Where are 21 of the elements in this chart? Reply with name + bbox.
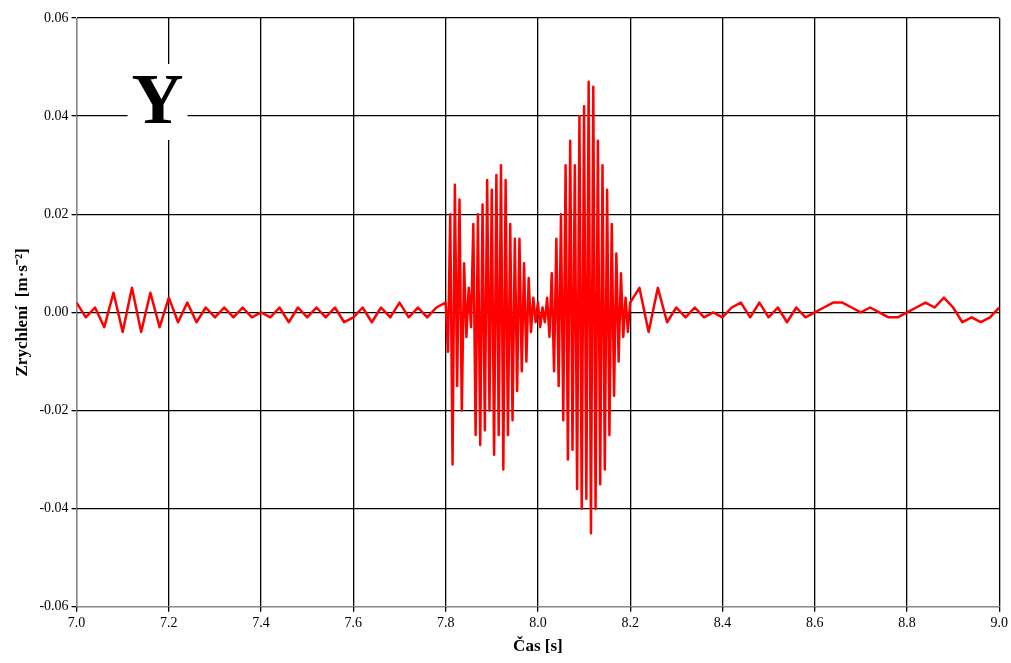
- x-tick-label: 7.8: [436, 614, 455, 630]
- x-tick-label: 8.4: [713, 614, 732, 630]
- y-tick-label: -0.02: [39, 402, 69, 418]
- x-tick-label: 7.2: [160, 614, 178, 630]
- x-tick-label: 7.6: [344, 614, 363, 630]
- x-tick-label: 8.8: [898, 614, 916, 630]
- y-tick-label: -0.04: [39, 500, 69, 516]
- x-axis-title: Čas [s]: [513, 636, 563, 656]
- y-tick-label: 0.04: [44, 107, 69, 123]
- annotation: Y: [131, 58, 184, 139]
- y-tick-label: 0.02: [44, 205, 69, 221]
- x-tick-label: 9.0: [990, 614, 1008, 630]
- x-tick-label: 7.4: [252, 614, 270, 630]
- x-tick-label: 8.0: [529, 614, 547, 630]
- x-tick-label: 8.2: [621, 614, 639, 630]
- y-tick-label: 0.00: [44, 304, 69, 320]
- y-tick-label: -0.06: [39, 598, 69, 614]
- y-axis-title: Zrychlení [m·s⁻²]: [11, 248, 31, 377]
- x-tick-label: 7.0: [67, 614, 86, 630]
- y-tick-label: 0.06: [44, 9, 69, 25]
- x-tick-label: 8.6: [805, 614, 824, 630]
